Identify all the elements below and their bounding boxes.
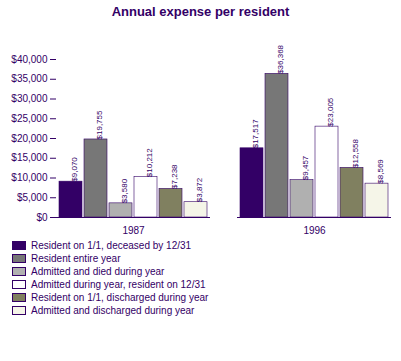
svg-text:$15,000: $15,000 xyxy=(11,152,48,163)
svg-text:$35,000: $35,000 xyxy=(11,73,48,84)
svg-text:$20,000: $20,000 xyxy=(11,133,48,144)
svg-text:$12,558: $12,558 xyxy=(351,138,360,167)
svg-text:$17,517: $17,517 xyxy=(251,119,260,148)
svg-text:$5,000: $5,000 xyxy=(17,192,48,203)
svg-text:$23,005: $23,005 xyxy=(326,97,335,126)
svg-text:$10,212: $10,212 xyxy=(145,148,154,177)
svg-text:$3,580: $3,580 xyxy=(120,178,129,203)
html-text:Resident entire year: Resident entire year xyxy=(31,253,121,264)
svg-text:$36,368: $36,368 xyxy=(276,44,285,73)
html-text:Admitted and died during year: Admitted and died during year xyxy=(31,266,165,277)
svg-text:$40,000: $40,000 xyxy=(11,54,48,65)
html-text:Resident on 1/1, deceased by 1: Resident on 1/1, deceased by 12/31 xyxy=(31,240,192,251)
svg-text:1996: 1996 xyxy=(303,225,326,236)
svg-text:1987: 1987 xyxy=(122,225,145,236)
html-text:Admitted and discharged during: Admitted and discharged during year xyxy=(31,305,195,316)
svg-text:$7,238: $7,238 xyxy=(170,164,179,189)
svg-text:$9,070: $9,070 xyxy=(70,157,79,182)
html-text:Resident on 1/1, discharged du: Resident on 1/1, discharged during year xyxy=(31,292,209,303)
svg-text:$8,569: $8,569 xyxy=(376,159,385,184)
svg-text:$3,872: $3,872 xyxy=(195,177,204,202)
svg-text:$30,000: $30,000 xyxy=(11,93,48,104)
html-text:Annual expense per resident: Annual expense per resident xyxy=(111,4,290,19)
svg-text:$10,000: $10,000 xyxy=(11,172,48,183)
html-text:Admitted during year, resident: Admitted during year, resident on 12/31 xyxy=(31,279,206,290)
svg-text:$19,755: $19,755 xyxy=(95,110,104,139)
svg-text:$9,457: $9,457 xyxy=(301,155,310,180)
svg-text:$25,000: $25,000 xyxy=(11,113,48,124)
svg-text:$0: $0 xyxy=(36,212,48,223)
